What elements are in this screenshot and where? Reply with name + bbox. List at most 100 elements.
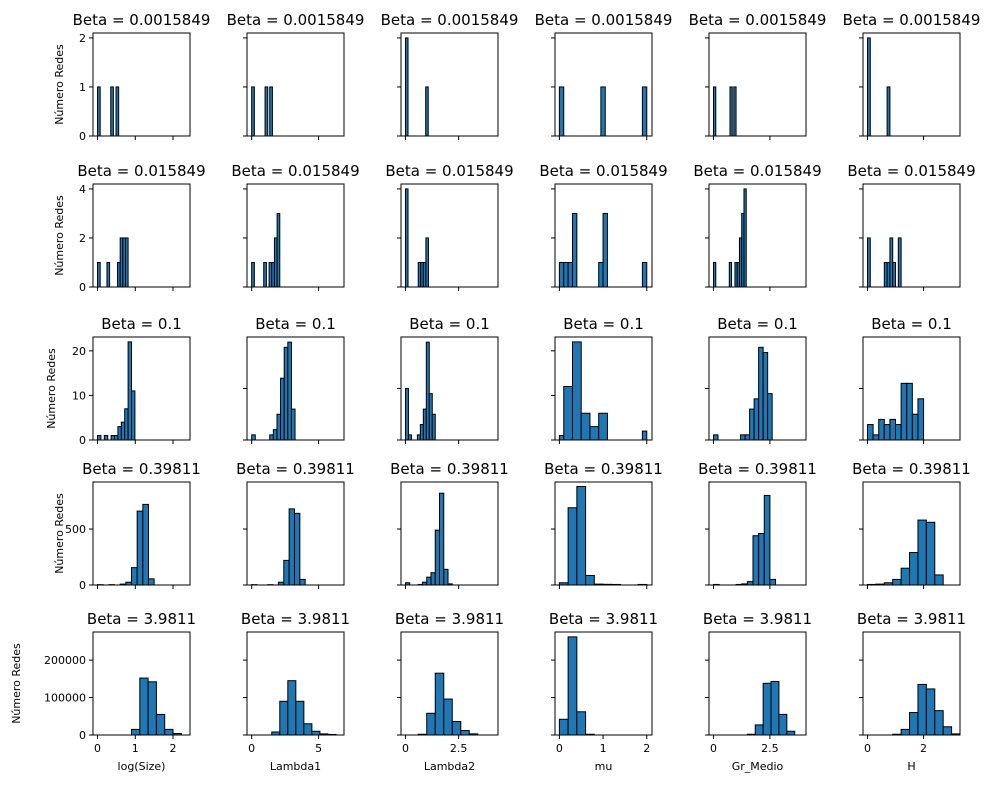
histogram-bar xyxy=(897,237,902,288)
histogram-bar xyxy=(758,533,765,586)
x-tick-label: 5 xyxy=(315,742,322,755)
histogram-bar xyxy=(124,237,129,288)
histogram-bar xyxy=(598,412,608,441)
y-axis-label: Número Redes xyxy=(53,195,66,276)
subplot-title: Beta = 0.39811 xyxy=(698,460,817,478)
histogram-bar xyxy=(303,723,313,736)
x-axis-label: log(Size) xyxy=(118,760,166,773)
histogram-bar xyxy=(425,237,429,288)
histogram-bar xyxy=(279,700,289,736)
subplot-title: Beta = 0.015849 xyxy=(231,162,359,180)
histogram-bar xyxy=(283,346,289,441)
x-tick-label: 1 xyxy=(132,742,139,755)
histogram-bar xyxy=(872,434,880,441)
histogram-bar xyxy=(558,86,565,137)
histogram-bar xyxy=(900,567,911,586)
histogram-bar xyxy=(280,377,285,441)
histogram-bar xyxy=(878,418,885,441)
subplot-title: Beta = 0.1 xyxy=(409,315,490,333)
histogram-bar xyxy=(558,435,565,441)
histogram-bar xyxy=(430,572,436,586)
histogram-bar xyxy=(404,37,409,137)
histogram-bar xyxy=(752,535,760,586)
histogram-bar xyxy=(585,574,595,586)
x-tick-label: 2 xyxy=(920,742,927,755)
histogram-bar xyxy=(753,398,760,441)
histogram-bar xyxy=(934,574,944,586)
histogram-bar xyxy=(866,37,871,137)
histogram-bar xyxy=(299,578,306,586)
axes-frame xyxy=(246,481,345,586)
y-tick-label: 0 xyxy=(79,434,86,447)
histogram-bar xyxy=(866,424,874,441)
histogram-bar xyxy=(567,636,578,736)
histogram-bar xyxy=(97,261,101,288)
histogram-bar xyxy=(443,568,449,586)
histogram-bar xyxy=(404,388,409,441)
axes-frame xyxy=(862,32,961,137)
histogram-bar xyxy=(778,713,788,736)
subplot-title: Beta = 0.015849 xyxy=(539,162,667,180)
histogram-bar xyxy=(269,434,274,441)
axes-frame xyxy=(862,183,961,288)
histogram-bar xyxy=(139,677,149,736)
subplot-title: Beta = 0.1 xyxy=(871,315,952,333)
histogram-bar xyxy=(733,86,737,137)
subplot-title: Beta = 3.9811 xyxy=(395,610,504,628)
y-tick-label: 0 xyxy=(79,130,86,143)
histogram-bar xyxy=(740,434,746,441)
histogram-bar xyxy=(567,261,573,288)
x-tick-label: 2.5 xyxy=(761,742,779,755)
subplot-title: Beta = 3.9811 xyxy=(241,610,350,628)
histogram-bar xyxy=(746,581,754,586)
histogram-bar xyxy=(288,508,295,586)
histogram-bar xyxy=(895,424,902,441)
histogram-bar xyxy=(110,86,114,137)
histogram-bar xyxy=(558,718,569,736)
histogram-bar xyxy=(934,710,944,736)
histogram-bar xyxy=(589,426,600,441)
histogram-bar xyxy=(767,393,773,441)
x-axis-label: Gr_Medio xyxy=(732,760,784,773)
subplot-title: Beta = 3.9811 xyxy=(549,610,658,628)
histogram-bar xyxy=(743,188,747,288)
subplot-title: Beta = 0.1 xyxy=(255,315,336,333)
y-tick-label: 500 xyxy=(65,523,86,536)
histogram-bar xyxy=(439,492,445,586)
histogram-bar xyxy=(911,413,919,441)
histogram-bar xyxy=(786,730,796,736)
histogram-bar xyxy=(142,503,149,586)
subplot-title: Beta = 0.39811 xyxy=(544,460,663,478)
y-tick-label: 1 xyxy=(79,81,86,94)
histogram-bar xyxy=(451,721,462,736)
x-tick-label: 0 xyxy=(94,742,101,755)
axes-frame xyxy=(92,183,191,288)
histogram-bar xyxy=(251,434,256,441)
histogram-bar xyxy=(762,682,772,736)
histogram-bar xyxy=(641,430,648,441)
histogram-bar xyxy=(426,576,432,586)
y-tick-label: 10 xyxy=(72,389,86,402)
x-axis-label: mu xyxy=(595,760,613,773)
histogram-bar xyxy=(434,672,445,736)
x-tick-label: 1 xyxy=(600,742,607,755)
axes-frame xyxy=(400,631,499,736)
histogram-bar xyxy=(598,261,604,288)
histogram-bar xyxy=(147,578,155,586)
histogram-bar xyxy=(580,412,591,441)
axes-frame xyxy=(708,481,807,586)
histogram-bar xyxy=(276,212,281,288)
subplot-title: Beta = 0.39811 xyxy=(236,460,355,478)
y-tick-label: 2 xyxy=(79,232,86,245)
subplot-title: Beta = 0.1 xyxy=(101,315,182,333)
histogram-bar xyxy=(770,680,780,736)
histogram-bar xyxy=(713,261,717,288)
axes-frame xyxy=(862,481,961,586)
x-axis-label: H xyxy=(907,760,915,773)
histogram-bar xyxy=(460,730,470,736)
histogram-bar xyxy=(131,390,136,441)
histogram-bar xyxy=(602,212,608,288)
histogram-bar xyxy=(147,681,157,736)
axes-frame xyxy=(708,32,807,137)
histogram-bar xyxy=(754,724,764,736)
